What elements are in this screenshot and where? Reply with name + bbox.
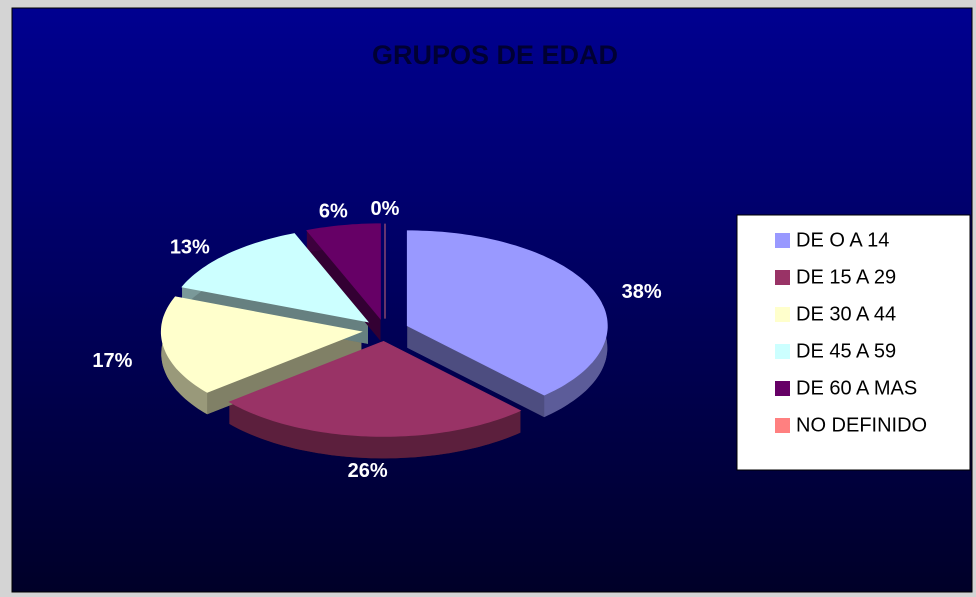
legend-label: DE 30 A 44 — [796, 303, 896, 325]
legend-swatch — [775, 233, 790, 248]
data-label: 6% — [319, 201, 348, 223]
data-label: 17% — [92, 350, 132, 372]
legend-label: DE 45 A 59 — [796, 340, 896, 362]
legend-swatch — [775, 270, 790, 285]
data-label: 0% — [371, 198, 400, 220]
slice-side — [207, 331, 362, 415]
legend-swatch — [775, 307, 790, 322]
slice — [228, 340, 522, 437]
data-label: 13% — [170, 237, 210, 259]
slice — [406, 230, 608, 396]
legend-label: NO DEFINIDO — [796, 414, 927, 436]
legend-label: DE 60 A MAS — [796, 377, 917, 399]
data-label: 26% — [348, 460, 388, 482]
legend-label: DE 15 A 29 — [796, 266, 896, 288]
slice-side — [407, 325, 545, 418]
chart-title: GRUPOS DE EDAD — [372, 40, 618, 70]
slice — [306, 223, 381, 320]
slice-side — [161, 296, 208, 415]
slice-side — [306, 230, 381, 341]
data-label: 38% — [622, 281, 662, 303]
legend-swatch — [775, 344, 790, 359]
legend-swatch — [775, 418, 790, 433]
slice — [160, 296, 363, 393]
slice — [181, 233, 370, 323]
legend-swatch — [775, 381, 790, 396]
slice-side — [229, 401, 521, 459]
legend-label: DE O A 14 — [796, 229, 889, 251]
